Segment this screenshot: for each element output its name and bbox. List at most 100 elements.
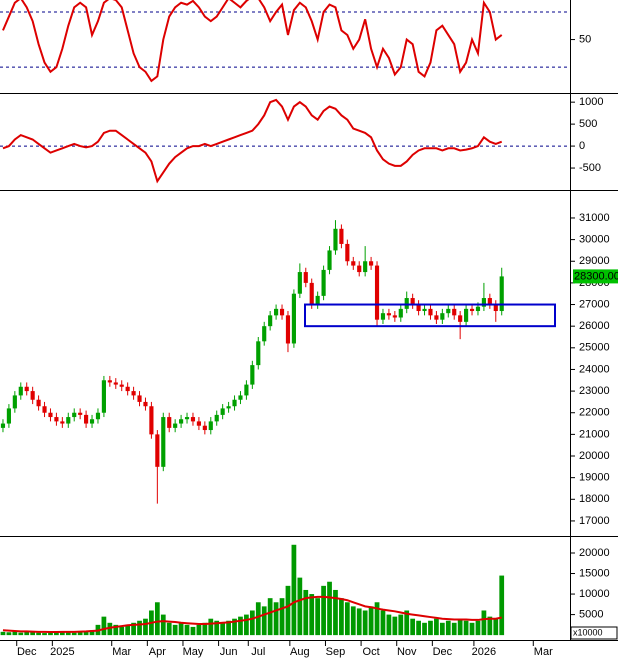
- volume-bar: [6, 632, 12, 636]
- candle-body: [321, 269, 326, 296]
- candle-body: [422, 308, 427, 312]
- volume-bar: [380, 610, 386, 636]
- x-tick-label: 2025: [50, 646, 74, 658]
- candle-body: [131, 391, 136, 396]
- volume-bar: [220, 622, 226, 636]
- candle-body: [214, 414, 219, 422]
- y-tick-label: 10000: [579, 588, 610, 600]
- volume-bar: [249, 610, 255, 636]
- candle-body: [36, 399, 41, 407]
- candle-body: [84, 414, 89, 424]
- candle-body: [339, 228, 344, 244]
- candle-body: [232, 399, 237, 407]
- volume-bar: [30, 632, 36, 636]
- candle-body: [309, 282, 314, 305]
- candle-body: [410, 298, 415, 305]
- volume-bar: [244, 614, 249, 636]
- volume-bar: [214, 620, 220, 636]
- volume-bar: [208, 618, 214, 636]
- volume-bar: [422, 622, 427, 636]
- candle-body: [202, 425, 207, 431]
- volume-bar: [172, 624, 178, 636]
- candle-body: [262, 326, 267, 342]
- volume-bar: [59, 631, 65, 636]
- candle-body: [268, 315, 273, 327]
- volume-bar: [65, 632, 71, 636]
- last-price-box: [573, 269, 618, 284]
- volume-bar: [410, 618, 416, 636]
- candle-body: [208, 421, 213, 431]
- candle-body: [345, 243, 350, 262]
- volume-bar: [434, 618, 439, 636]
- candle-body: [398, 308, 403, 318]
- volume-bar: [309, 594, 315, 636]
- volume-bar: [238, 616, 243, 636]
- volume-bar: [356, 608, 362, 636]
- volume-bar: [321, 585, 326, 636]
- y-tick-label: 5000: [579, 608, 603, 620]
- volume-bar: [232, 618, 237, 636]
- volume-bar: [101, 616, 107, 636]
- y-tick-label: 18000: [579, 493, 610, 505]
- volume-bar: [439, 622, 445, 636]
- x-tick-label: Aug: [290, 646, 310, 658]
- candle-body: [60, 421, 65, 424]
- x-tick-label: Sep: [326, 646, 346, 658]
- range-box: [304, 303, 556, 328]
- candle-body: [0, 423, 6, 428]
- candle-body: [464, 308, 469, 322]
- x-tick-label: Apr: [149, 646, 166, 658]
- candle-body: [475, 306, 481, 312]
- volume-bar: [71, 632, 77, 636]
- volume-bar: [463, 620, 469, 636]
- unit-label: x10000: [573, 627, 603, 637]
- volume-bar: [327, 581, 332, 636]
- x-tick-label: Nov: [397, 646, 417, 658]
- volume-bar: [273, 602, 279, 636]
- volume-bar: [386, 614, 392, 636]
- candle-body: [196, 421, 201, 426]
- candle-body: [149, 406, 154, 435]
- candle-body: [440, 313, 445, 320]
- y-tick-label: 23000: [579, 385, 610, 397]
- candle-body: [54, 417, 59, 422]
- candle-body: [244, 384, 249, 396]
- candle-body: [416, 304, 421, 312]
- volume-bar: [339, 598, 344, 636]
- candle-body: [48, 412, 53, 418]
- candle-body: [493, 304, 498, 312]
- volume-bar: [374, 602, 380, 636]
- volume-bar: [54, 631, 59, 636]
- x-tick-label: Oct: [363, 646, 380, 658]
- volume-bar: [125, 624, 131, 636]
- volume-bar: [315, 598, 321, 636]
- indicator-line: [2, 0, 503, 83]
- volume-bar: [196, 624, 202, 636]
- volume-bar: [267, 598, 273, 636]
- candle-body: [274, 308, 279, 316]
- candle-body: [363, 261, 368, 273]
- candle-body: [12, 395, 17, 409]
- volume-bar: [499, 575, 505, 636]
- volume-bar: [119, 626, 125, 636]
- candle-body: [279, 308, 285, 316]
- y-tick-label: 19000: [579, 472, 610, 484]
- candle-body: [89, 419, 95, 424]
- volume-bar: [493, 618, 499, 636]
- candle-body: [95, 412, 101, 420]
- candle-body: [72, 412, 77, 418]
- volume-bar: [89, 630, 95, 636]
- candle-body: [190, 417, 196, 422]
- y-tick-label: 0: [579, 140, 585, 152]
- candle-body: [357, 265, 362, 273]
- candle-body: [285, 315, 291, 344]
- candle-body: [256, 341, 261, 366]
- candle-body: [6, 408, 11, 424]
- volume-bar: [202, 622, 208, 636]
- candle-body: [374, 265, 380, 320]
- candle-body: [458, 315, 463, 322]
- candle-body: [446, 308, 451, 314]
- volume-bar: [279, 598, 285, 636]
